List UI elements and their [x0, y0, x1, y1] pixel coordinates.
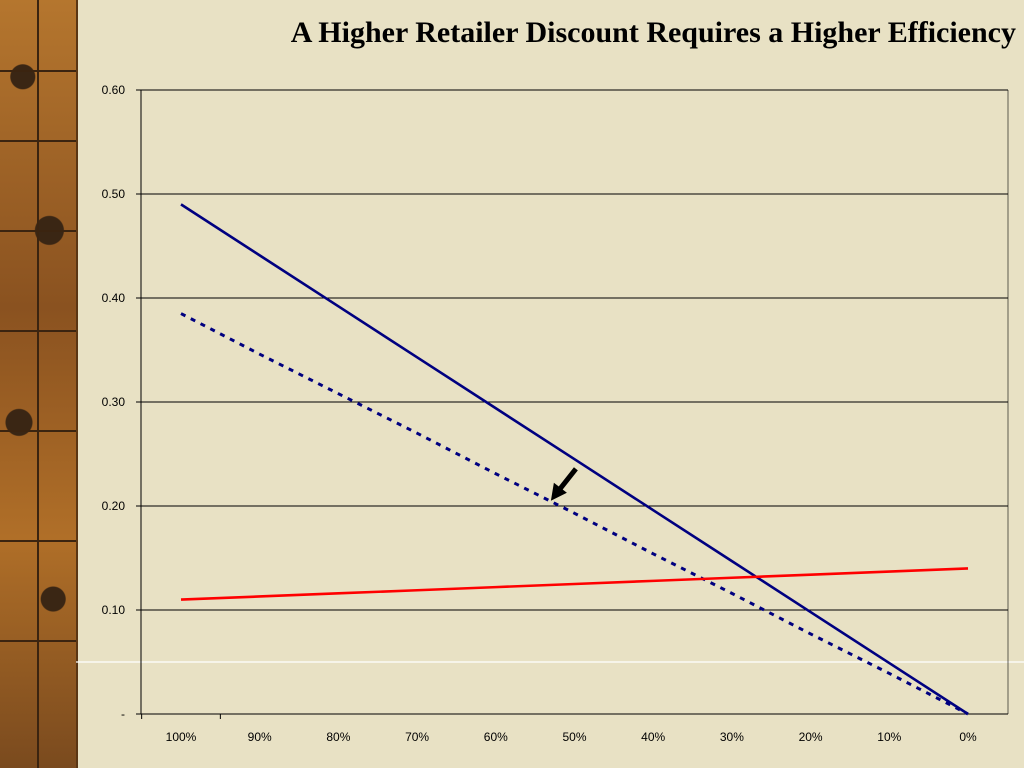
- slide-title: A Higher Retailer Discount Requires a Hi…: [290, 16, 1016, 49]
- y-tick-label: 0.50: [102, 187, 126, 201]
- x-tick-label: 30%: [720, 730, 744, 744]
- arrow-head: [550, 482, 567, 501]
- strip-divider: [0, 640, 76, 642]
- x-tick-label: 60%: [484, 730, 508, 744]
- axes: [136, 89, 1009, 719]
- series-line-2: [180, 312, 969, 716]
- x-tick-label: 70%: [405, 730, 429, 744]
- x-tick-label: 0%: [959, 730, 977, 744]
- strip-divider: [37, 0, 39, 768]
- y-tick-label: 0.10: [102, 603, 126, 617]
- y-tick-label: 0.40: [102, 291, 126, 305]
- decorative-side-strip: [0, 0, 78, 768]
- strip-divider: [0, 230, 76, 232]
- annotations: [550, 467, 578, 501]
- y-tick-label: 0.20: [102, 499, 126, 513]
- y-tick-label: 0.60: [102, 83, 126, 97]
- tick-labels: - 0.10 0.20 0.30 0.40 0.50 0.60 100% 90% 80% 70% 60…: [102, 83, 977, 744]
- x-tick-label: 40%: [641, 730, 665, 744]
- strip-divider: [0, 540, 76, 542]
- gridlines: [76, 89, 1024, 663]
- x-tick-label: 80%: [326, 730, 350, 744]
- x-tick-label: 90%: [248, 730, 272, 744]
- y-tick-label: -: [121, 707, 125, 721]
- x-tick-label: 10%: [877, 730, 901, 744]
- series-group: [180, 203, 969, 716]
- strip-divider: [0, 330, 76, 332]
- strip-divider: [0, 70, 76, 72]
- y-tick-label: 0.30: [102, 395, 126, 409]
- strip-divider: [0, 430, 76, 432]
- x-tick-label: 50%: [562, 730, 586, 744]
- line-chart: - 0.10 0.20 0.30 0.40 0.50 0.60 100% 90% 80% 70% 60…: [76, 83, 1024, 744]
- strip-divider: [0, 140, 76, 142]
- x-tick-label: 20%: [799, 730, 823, 744]
- x-tick-label: 100%: [166, 730, 197, 744]
